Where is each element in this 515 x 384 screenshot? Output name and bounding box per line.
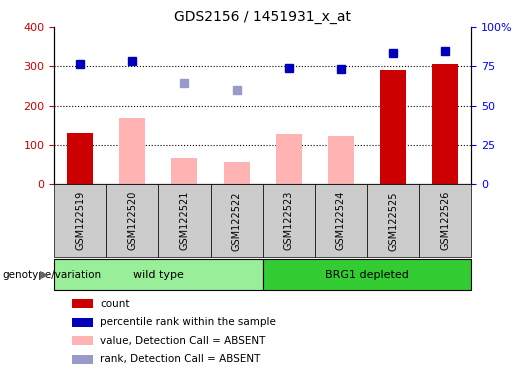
Bar — [315, 184, 367, 257]
Bar — [106, 184, 159, 257]
Bar — [171, 157, 197, 184]
Bar — [224, 162, 250, 184]
Bar — [432, 64, 458, 184]
Bar — [72, 354, 93, 364]
Text: GSM122526: GSM122526 — [440, 191, 450, 250]
Text: GSM122520: GSM122520 — [127, 191, 138, 250]
Bar — [328, 136, 354, 184]
Text: GSM122519: GSM122519 — [75, 191, 85, 250]
Bar — [159, 184, 211, 257]
Text: value, Detection Call = ABSENT: value, Detection Call = ABSENT — [100, 336, 266, 346]
Text: GSM122525: GSM122525 — [388, 191, 398, 250]
Text: GSM122521: GSM122521 — [179, 191, 190, 250]
Bar — [54, 259, 263, 290]
Text: percentile rank within the sample: percentile rank within the sample — [100, 317, 277, 327]
Text: ▶: ▶ — [40, 270, 49, 280]
Bar — [72, 318, 93, 327]
Text: BRG1 depleted: BRG1 depleted — [325, 270, 409, 280]
Bar — [263, 184, 315, 257]
Text: genotype/variation: genotype/variation — [3, 270, 101, 280]
Text: wild type: wild type — [133, 270, 184, 280]
Bar — [380, 70, 406, 184]
Text: GSM122522: GSM122522 — [232, 191, 242, 250]
Bar — [276, 134, 302, 184]
Bar — [211, 184, 263, 257]
Bar — [67, 133, 93, 184]
Bar — [54, 184, 106, 257]
Bar — [419, 184, 471, 257]
Bar — [72, 336, 93, 345]
Bar — [119, 118, 145, 184]
Text: GSM122524: GSM122524 — [336, 191, 346, 250]
Text: GSM122523: GSM122523 — [284, 191, 294, 250]
Text: count: count — [100, 299, 130, 309]
Text: rank, Detection Call = ABSENT: rank, Detection Call = ABSENT — [100, 354, 261, 364]
Bar — [263, 259, 471, 290]
Bar — [72, 299, 93, 308]
Bar — [367, 184, 419, 257]
Title: GDS2156 / 1451931_x_at: GDS2156 / 1451931_x_at — [174, 10, 351, 25]
